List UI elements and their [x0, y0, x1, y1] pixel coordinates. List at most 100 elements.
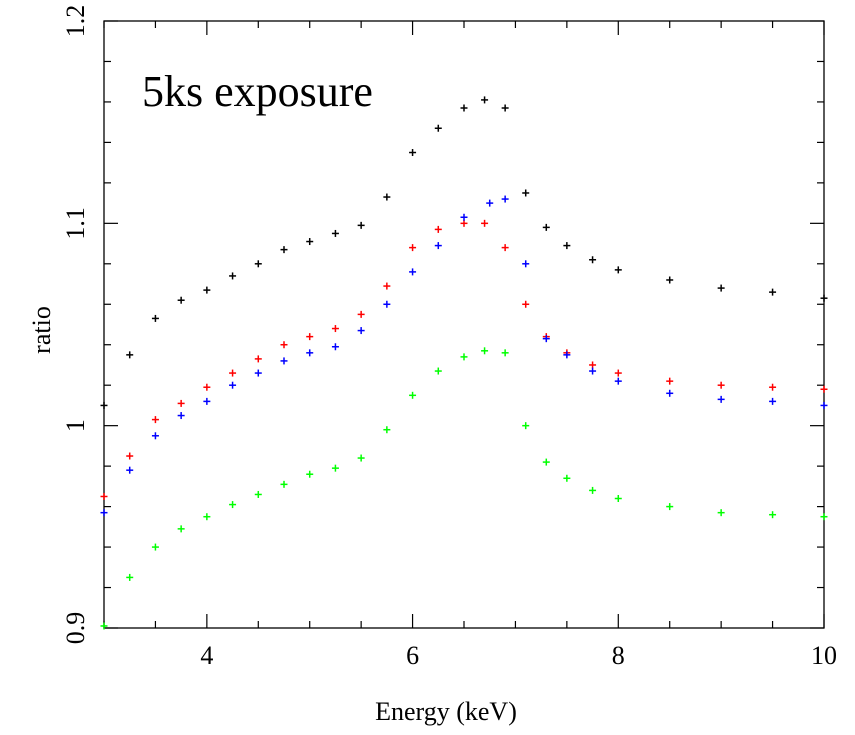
data-point — [542, 335, 550, 343]
series-3 — [100, 195, 828, 517]
data-point — [666, 377, 674, 385]
data-point — [254, 355, 262, 363]
data-point — [383, 193, 391, 201]
data-point — [306, 333, 314, 341]
data-point — [126, 573, 134, 581]
data-point — [151, 432, 159, 440]
series-4 — [100, 347, 828, 630]
data-point — [666, 503, 674, 511]
data-point — [434, 242, 442, 250]
data-point — [769, 511, 777, 519]
data-point — [383, 300, 391, 308]
data-point — [614, 495, 622, 503]
data-point — [126, 351, 134, 359]
data-point — [331, 464, 339, 472]
data-point — [589, 361, 597, 369]
data-point — [357, 327, 365, 335]
data-point — [486, 199, 494, 207]
exposure-annotation: 5ks exposure — [142, 67, 373, 116]
data-point — [203, 513, 211, 521]
data-point — [522, 260, 530, 268]
data-point — [563, 474, 571, 482]
data-point — [614, 377, 622, 385]
data-point — [306, 349, 314, 357]
data-point — [501, 244, 509, 252]
data-point — [357, 454, 365, 462]
data-point — [151, 543, 159, 551]
x-tick-label: 6 — [406, 641, 419, 670]
data-point — [481, 347, 489, 355]
y-tick-label: 1.1 — [61, 207, 90, 240]
data-point — [434, 225, 442, 233]
data-point — [563, 351, 571, 359]
axis-ticks — [103, 20, 825, 629]
data-point — [383, 426, 391, 434]
data-point — [177, 525, 185, 533]
data-point — [563, 242, 571, 250]
data-point — [100, 492, 108, 500]
data-point — [306, 470, 314, 478]
data-point — [820, 294, 828, 302]
data-point — [501, 195, 509, 203]
data-point — [717, 381, 725, 389]
data-point — [542, 223, 550, 231]
x-tick-label: 10 — [811, 641, 837, 670]
y-tick-label: 0.9 — [61, 612, 90, 645]
data-point — [501, 104, 509, 112]
data-series — [100, 96, 828, 630]
data-point — [717, 284, 725, 292]
x-axis-label: Energy (keV) — [375, 697, 517, 726]
data-point — [666, 276, 674, 284]
data-point — [357, 221, 365, 229]
data-point — [126, 452, 134, 460]
data-point — [769, 288, 777, 296]
data-point — [331, 343, 339, 351]
data-point — [280, 341, 288, 349]
data-point — [331, 325, 339, 333]
data-point — [409, 268, 417, 276]
data-point — [126, 466, 134, 474]
data-point — [177, 412, 185, 420]
data-point — [717, 395, 725, 403]
x-tick-label: 4 — [200, 641, 213, 670]
data-point — [100, 509, 108, 517]
y-tick-label: 1.2 — [61, 5, 90, 38]
data-point — [666, 389, 674, 397]
y-axis-label: ratio — [27, 306, 56, 354]
data-point — [280, 246, 288, 254]
data-point — [589, 256, 597, 264]
data-point — [522, 422, 530, 430]
x-tick-label: 8 — [612, 641, 625, 670]
data-point — [522, 300, 530, 308]
data-point — [717, 509, 725, 517]
data-point — [254, 369, 262, 377]
data-point — [229, 272, 237, 280]
data-point — [460, 213, 468, 221]
data-point — [820, 513, 828, 521]
data-point — [460, 104, 468, 112]
data-point — [769, 383, 777, 391]
data-point — [542, 458, 550, 466]
data-point — [589, 486, 597, 494]
data-point — [254, 260, 262, 268]
data-point — [589, 367, 597, 375]
series-2 — [100, 219, 828, 500]
data-point — [151, 314, 159, 322]
data-point — [434, 124, 442, 132]
data-point — [331, 229, 339, 237]
data-point — [769, 397, 777, 405]
data-point — [383, 282, 391, 290]
data-point — [177, 399, 185, 407]
data-point — [614, 266, 622, 274]
data-point — [820, 385, 828, 393]
data-point — [100, 401, 108, 409]
data-point — [229, 369, 237, 377]
data-point — [177, 296, 185, 304]
data-point — [100, 622, 108, 630]
data-point — [820, 401, 828, 409]
data-point — [229, 381, 237, 389]
data-point — [409, 391, 417, 399]
data-point — [501, 349, 509, 357]
series-1 — [100, 96, 828, 409]
